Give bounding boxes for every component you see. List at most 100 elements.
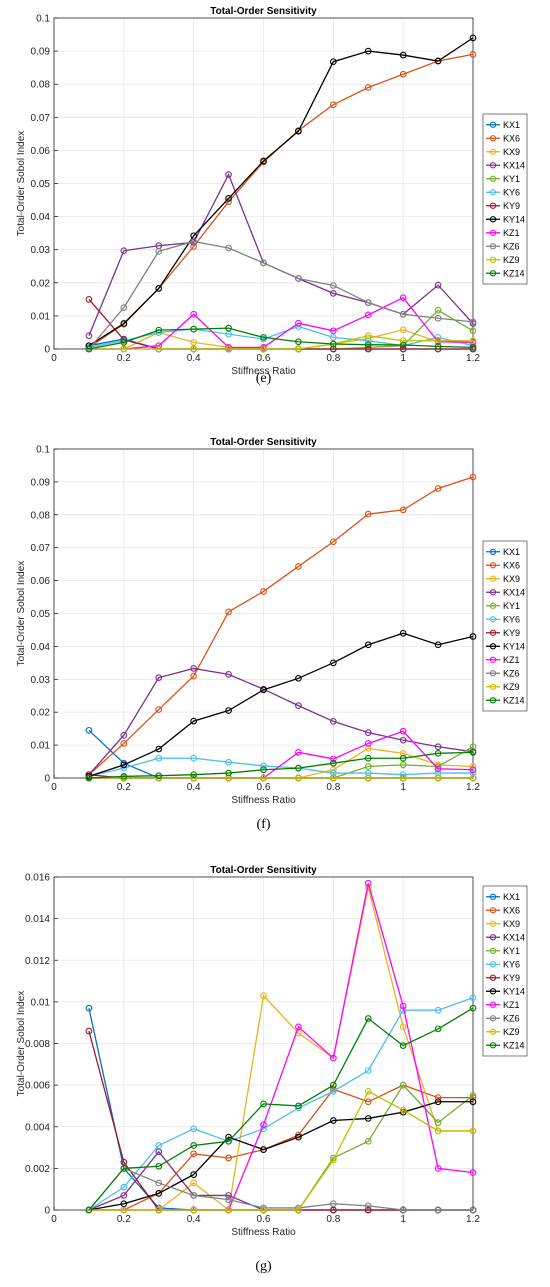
legend: KX1 KX6 KX9 KX14 KY1 KY6 KY9 KY14 KZ1 KZ6 KZ9 KZ14 (482, 540, 528, 712)
legend: KX1 KX6 KX9 KX14 KY1 KY6 KY9 KY14 KZ1 KZ6 KZ9 KZ14 (482, 885, 528, 1057)
chart-title: Total-Order Sensitivity (210, 865, 317, 876)
legend-box (482, 885, 528, 1057)
x-tick-label: 0.4 (187, 1214, 201, 1225)
x-axis-label: Stiffness Ratio (231, 366, 296, 377)
legend-swatch-marker (489, 189, 497, 196)
data-point (120, 1192, 128, 1199)
data-point (329, 769, 337, 777)
data-point (155, 706, 163, 713)
data-point (295, 764, 302, 772)
legend-swatch-marker (489, 629, 497, 636)
legend-swatch-marker (489, 988, 497, 995)
x-tick-label: 0.6 (257, 353, 271, 364)
legend-entry-ky1: KY1 (503, 946, 520, 956)
data-point (155, 1189, 163, 1197)
y-tick-label: 0.012 (25, 956, 50, 967)
data-point (295, 338, 302, 346)
data-point (225, 758, 232, 766)
legend-swatch-marker (489, 934, 497, 941)
x-tick-label: 1 (400, 782, 406, 793)
data-point (364, 729, 372, 736)
data-point (260, 1204, 267, 1212)
series-line (88, 997, 474, 1211)
legend-entry-kz14: KZ14 (503, 695, 525, 705)
legend-swatch-marker (489, 135, 497, 142)
x-tick-label: 0.8 (326, 353, 340, 364)
data-point (364, 1202, 372, 1210)
data-point (434, 641, 442, 649)
series-ky14 (85, 34, 477, 350)
data-point (260, 157, 267, 165)
data-point (434, 765, 442, 773)
legend-swatch-marker (489, 243, 497, 250)
data-point (364, 1206, 372, 1214)
data-point (260, 992, 267, 999)
data-point (85, 726, 93, 734)
data-point (469, 633, 477, 640)
y-tick-label: 0.004 (25, 1122, 50, 1133)
series-line (88, 632, 474, 777)
data-point (329, 538, 337, 546)
data-point (329, 1081, 337, 1089)
x-tick-label: 1.2 (466, 1214, 480, 1225)
data-point (260, 766, 267, 774)
data-point (225, 671, 232, 678)
legend-entry-kz1: KZ1 (503, 655, 520, 665)
x-tick-label: 0.4 (187, 353, 201, 364)
y-tick-label: 0.04 (31, 642, 51, 653)
data-point (295, 345, 302, 353)
x-tick-label: 0.4 (187, 782, 201, 793)
data-point (295, 748, 302, 756)
series-line (88, 325, 474, 348)
data-point (225, 1137, 232, 1145)
y-tick-label: 0.08 (31, 80, 51, 91)
data-point (329, 334, 337, 341)
legend-entry-kx1: KX1 (503, 547, 520, 557)
y-tick-label: 0.03 (31, 245, 51, 256)
data-point (85, 296, 93, 303)
legend-entry-kx14: KX14 (503, 932, 525, 942)
data-point (434, 314, 442, 322)
data-point (469, 1092, 477, 1099)
x-tick-label: 0.6 (257, 1214, 271, 1225)
data-point (434, 769, 442, 777)
data-point (364, 311, 372, 319)
legend-swatch-marker (489, 656, 497, 663)
data-point (329, 1054, 337, 1062)
data-point (469, 748, 477, 756)
data-point (469, 337, 477, 345)
y-tick-label: 0.014 (25, 914, 50, 925)
data-point (329, 1156, 337, 1164)
data-point (260, 1206, 267, 1214)
series-line (88, 1101, 473, 1211)
legend-swatch-marker (489, 683, 497, 690)
x-tick-label: 0.6 (257, 782, 271, 793)
data-point (120, 1183, 128, 1191)
data-point (155, 1206, 163, 1214)
series-line (88, 1167, 473, 1211)
legend-entry-kz14: KZ14 (503, 1040, 525, 1050)
data-point (190, 345, 198, 353)
y-tick-label: 0.06 (31, 576, 51, 587)
series-line (88, 751, 474, 779)
y-tick-label: 0 (44, 1206, 50, 1217)
data-point (260, 774, 267, 782)
legend-entry-kz9: KZ9 (503, 682, 520, 692)
data-point (434, 306, 442, 314)
legend-entry-ky1: KY1 (503, 601, 520, 611)
y-tick-label: 0.01 (31, 311, 51, 322)
legend-swatch-marker (489, 602, 497, 609)
data-point (399, 326, 407, 334)
data-point (190, 1206, 198, 1214)
data-point (295, 1204, 302, 1212)
legend-entry-ky14: KY14 (503, 641, 525, 651)
series-line (88, 296, 474, 350)
data-point (399, 294, 407, 302)
data-point (329, 1200, 337, 1208)
data-point (155, 326, 163, 334)
series-line (88, 1084, 473, 1211)
x-tick-label: 0 (51, 353, 57, 364)
data-point (364, 299, 372, 307)
data-point (260, 588, 267, 595)
